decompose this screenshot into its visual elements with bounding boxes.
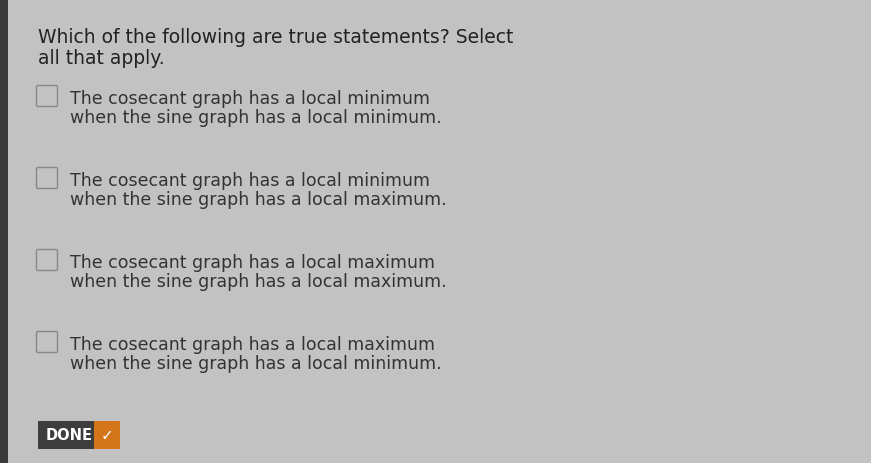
Text: when the sine graph has a local minimum.: when the sine graph has a local minimum. bbox=[70, 109, 442, 127]
Text: The cosecant graph has a local maximum: The cosecant graph has a local maximum bbox=[70, 253, 435, 271]
FancyBboxPatch shape bbox=[37, 168, 57, 189]
Text: when the sine graph has a local maximum.: when the sine graph has a local maximum. bbox=[70, 272, 447, 290]
Text: ✓: ✓ bbox=[101, 427, 113, 443]
Text: The cosecant graph has a local minimum: The cosecant graph has a local minimum bbox=[70, 172, 430, 189]
Text: Which of the following are true statements? Select: Which of the following are true statemen… bbox=[38, 28, 513, 47]
Text: The cosecant graph has a local minimum: The cosecant graph has a local minimum bbox=[70, 90, 430, 108]
Bar bbox=[38, 421, 120, 449]
Text: when the sine graph has a local minimum.: when the sine graph has a local minimum. bbox=[70, 354, 442, 372]
Text: when the sine graph has a local maximum.: when the sine graph has a local maximum. bbox=[70, 191, 447, 208]
Text: The cosecant graph has a local maximum: The cosecant graph has a local maximum bbox=[70, 335, 435, 353]
FancyBboxPatch shape bbox=[37, 332, 57, 353]
Text: DONE: DONE bbox=[46, 427, 93, 443]
FancyBboxPatch shape bbox=[37, 250, 57, 271]
Bar bbox=[94, 421, 120, 449]
Bar bbox=[0, 0, 8, 463]
Text: all that apply.: all that apply. bbox=[38, 49, 165, 68]
FancyBboxPatch shape bbox=[37, 86, 57, 107]
